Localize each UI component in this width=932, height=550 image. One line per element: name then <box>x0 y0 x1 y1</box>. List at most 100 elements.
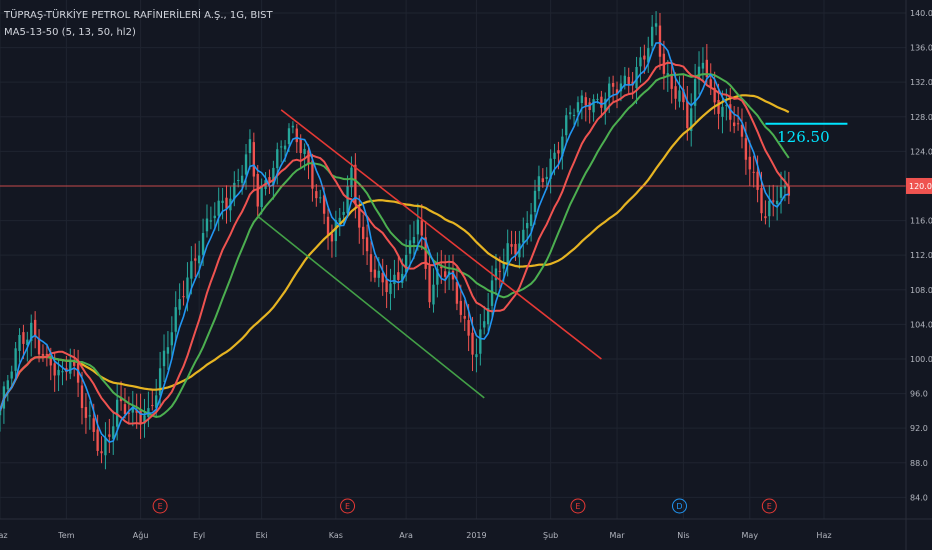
candle-body <box>92 418 95 432</box>
candle-body <box>658 25 662 57</box>
candle-body <box>561 136 564 157</box>
candle-body <box>26 339 29 346</box>
candle-body <box>209 220 213 222</box>
candle-body <box>365 237 369 252</box>
ma5-line <box>0 42 789 444</box>
candle-body <box>650 26 654 46</box>
candle-body <box>22 332 25 344</box>
candle-body <box>779 186 783 198</box>
x-tick-label: Haz <box>816 531 831 540</box>
candle-body <box>787 186 791 196</box>
y-tick-label: 88.0 <box>910 459 928 468</box>
candle-body <box>514 244 517 255</box>
candle-body <box>744 138 748 160</box>
candle-body <box>362 226 365 239</box>
candle-body <box>326 216 330 236</box>
candle-body <box>502 262 505 269</box>
candle-body <box>155 395 158 408</box>
candle-body <box>342 211 345 215</box>
y-tick-label: 112.0 <box>910 251 932 260</box>
candle-body <box>682 89 685 103</box>
candle-body <box>475 354 478 358</box>
candle-body <box>354 164 357 205</box>
candle-body <box>549 158 552 179</box>
candle-body <box>467 320 470 336</box>
candle-body <box>350 167 353 188</box>
candle-body <box>783 185 787 189</box>
candle-body <box>486 308 490 325</box>
candle-body <box>643 55 646 60</box>
resistance-trendline <box>280 109 602 360</box>
earnings-event-marker: E <box>761 498 777 514</box>
y-tick-label: 96.0 <box>910 390 928 399</box>
candle-body <box>572 115 576 117</box>
event-label: D <box>676 502 682 511</box>
candle-body <box>76 363 80 383</box>
candle-body <box>112 426 115 439</box>
candle-body <box>217 200 220 216</box>
candle-body <box>151 405 154 407</box>
candle-body <box>537 176 541 192</box>
candle-body <box>0 410 2 416</box>
candle-body <box>295 128 298 143</box>
x-tick-label: Eki <box>256 531 268 540</box>
candle-body <box>385 279 388 293</box>
ma13-line <box>0 61 790 425</box>
candle-body <box>526 222 529 229</box>
candle-body <box>69 361 72 374</box>
candle-body <box>240 175 244 183</box>
candle-body <box>182 296 185 298</box>
candle-body <box>404 254 408 273</box>
candle-body <box>135 410 138 413</box>
candle-body <box>213 215 216 219</box>
candle-body <box>654 23 658 27</box>
ma-green-line <box>0 73 790 419</box>
candle-body <box>358 207 361 228</box>
candle-body <box>498 270 502 272</box>
candle-body <box>639 57 642 67</box>
candle-body <box>139 410 142 423</box>
candle-body <box>369 254 373 272</box>
event-circle <box>761 498 777 514</box>
candle-body <box>510 244 513 247</box>
candle-body <box>713 87 716 103</box>
candle-body <box>127 412 131 414</box>
event-circle <box>340 498 356 514</box>
candle-body <box>483 321 486 328</box>
candle-body <box>201 233 205 255</box>
candle-body <box>674 86 677 99</box>
candle-body <box>88 415 91 417</box>
candle-body <box>205 218 209 232</box>
candle-body <box>162 350 166 367</box>
candle-body <box>307 150 310 164</box>
candle-body <box>627 76 630 85</box>
candle-body <box>170 332 173 346</box>
candle-body <box>697 66 701 80</box>
candle-body <box>373 269 377 278</box>
candle-body <box>397 272 400 280</box>
candle-body <box>283 145 287 150</box>
candle-body <box>131 407 134 413</box>
candle-body <box>49 358 52 366</box>
candle-body <box>225 197 228 209</box>
candle-body <box>84 407 88 418</box>
candle-body <box>287 128 291 145</box>
candle-body <box>701 62 705 69</box>
y-tick-label: 104.0 <box>910 320 932 329</box>
candle-body <box>322 195 326 214</box>
ma50-line <box>0 94 790 412</box>
candle-body <box>377 270 380 278</box>
candle-body <box>522 229 525 243</box>
candle-body <box>432 284 435 305</box>
candle-body <box>53 363 56 376</box>
candle-body <box>73 362 76 366</box>
candle-body <box>721 106 724 117</box>
x-tick-label: 2019 <box>466 531 486 540</box>
x-tick-label: Ara <box>399 531 413 540</box>
candle-body <box>166 347 170 354</box>
candle-body <box>381 272 384 283</box>
candle-body <box>119 397 123 402</box>
event-label: E <box>345 502 350 511</box>
